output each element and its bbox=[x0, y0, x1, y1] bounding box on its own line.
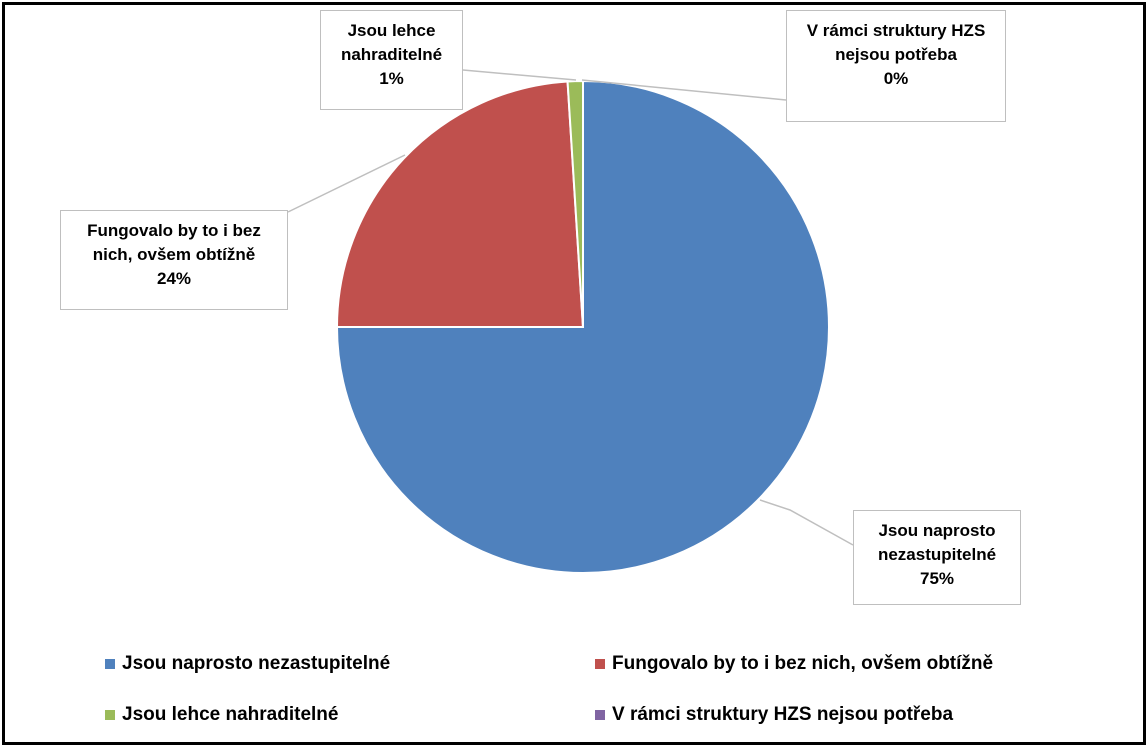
leader-line bbox=[287, 154, 406, 213]
legend-label: Fungovalo by to i bez nich, ovšem obtížn… bbox=[612, 653, 994, 674]
pie-slice bbox=[335, 79, 830, 574]
leader-line bbox=[759, 499, 854, 546]
legend-item: Fungovalo by to i bez nich, ovšem obtížn… bbox=[595, 653, 993, 675]
legend-label: Jsou lehce nahraditelné bbox=[122, 704, 339, 725]
legend-marker bbox=[105, 710, 115, 720]
data-label-value: 0% bbox=[883, 69, 909, 88]
leader-line bbox=[581, 79, 787, 101]
data-label-value: 24% bbox=[156, 269, 192, 288]
legend-item: V rámci struktury HZS nejsou potřeba bbox=[595, 704, 953, 726]
data-label-name: Jsou naprosto nezastupitelné bbox=[877, 521, 997, 564]
data-label: Jsou naprosto nezastupitelné 75% bbox=[853, 510, 1021, 605]
legend-marker bbox=[595, 710, 605, 720]
pie-slice bbox=[335, 80, 585, 328]
data-label: Fungovalo by to i bez nich, ovšem obtížn… bbox=[60, 210, 288, 310]
data-label-value: 75% bbox=[919, 569, 955, 588]
legend-marker bbox=[105, 659, 115, 669]
data-label-name: V rámci struktury HZS nejsou potřeba bbox=[806, 21, 986, 64]
legend-item: Jsou lehce nahraditelné bbox=[105, 704, 338, 726]
legend-marker bbox=[595, 659, 605, 669]
legend-label: V rámci struktury HZS nejsou potřeba bbox=[612, 704, 954, 725]
legend-item: Jsou naprosto nezastupitelné bbox=[105, 653, 390, 675]
legend-label: Jsou naprosto nezastupitelné bbox=[122, 653, 391, 674]
data-label-name: Fungovalo by to i bez nich, ovšem obtížn… bbox=[87, 221, 261, 264]
data-label: V rámci struktury HZS nejsou potřeba 0% bbox=[786, 10, 1006, 122]
data-label: Jsou lehce nahraditelné 1% bbox=[320, 10, 463, 110]
leader-line bbox=[462, 69, 577, 81]
data-label-value: 1% bbox=[379, 69, 404, 88]
data-label-name: Jsou lehce nahraditelné bbox=[340, 21, 443, 64]
